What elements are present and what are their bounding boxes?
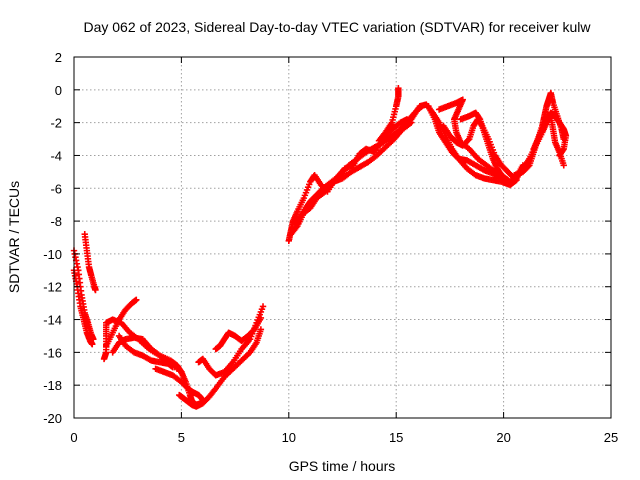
y-tick-label: 0 xyxy=(55,83,62,98)
data-point xyxy=(525,163,532,170)
y-tick-label: 2 xyxy=(55,50,62,65)
data-point xyxy=(133,296,140,304)
data-point xyxy=(92,286,99,294)
x-tick-label: 0 xyxy=(70,430,77,445)
data-point xyxy=(464,136,472,144)
series-track-late-g xyxy=(435,96,514,185)
data-point xyxy=(90,336,97,343)
data-point xyxy=(504,176,512,184)
data-point xyxy=(395,84,402,92)
y-tick-label: -4 xyxy=(50,148,62,163)
x-tick-label: 5 xyxy=(178,430,185,445)
series-track-early-c xyxy=(81,231,99,294)
data-point xyxy=(560,162,567,169)
y-tick-label: -2 xyxy=(50,116,62,131)
data-point xyxy=(89,340,96,348)
data-point xyxy=(257,314,265,322)
plot-frame xyxy=(73,56,612,419)
series-track-early-e xyxy=(103,296,140,349)
x-axis-label: GPS time / hours xyxy=(289,458,396,474)
x-tick-label: 20 xyxy=(496,430,510,445)
axis-ticks xyxy=(73,56,612,419)
data-point xyxy=(556,152,563,159)
x-tick-labels: 0 5 10 15 20 25 xyxy=(70,430,618,445)
grid-lines xyxy=(74,57,611,418)
series-track-late-c xyxy=(289,116,411,225)
y-tick-label: -6 xyxy=(50,181,62,196)
series-track-late-b xyxy=(287,119,415,238)
y-tick-label: -12 xyxy=(43,280,62,295)
data-point xyxy=(503,176,511,183)
x-tick-label: 25 xyxy=(604,430,618,445)
y-tick-label: -16 xyxy=(43,345,62,360)
series-track-late-l xyxy=(530,109,570,159)
series-track-early-b xyxy=(70,247,97,343)
y-tick-label: -10 xyxy=(43,247,62,262)
data-points xyxy=(70,84,570,410)
data-point xyxy=(257,326,265,333)
chart-title: Day 062 of 2023, Sidereal Day-to-day VTE… xyxy=(83,19,591,35)
series-track-early-g xyxy=(109,334,185,376)
y-tick-label: -20 xyxy=(43,411,62,426)
x-tick-label: 15 xyxy=(389,430,403,445)
y-tick-label: -14 xyxy=(43,313,62,328)
series-track-late-d xyxy=(375,84,402,144)
series-track-early-l xyxy=(212,314,265,353)
y-tick-label: -18 xyxy=(43,378,62,393)
series-track-late-i xyxy=(457,109,512,184)
y-tick-label: -8 xyxy=(50,214,62,229)
x-tick-label: 10 xyxy=(282,430,296,445)
data-point xyxy=(259,303,267,310)
series-track-early-j xyxy=(176,326,265,410)
y-tick-labels: 2 0 -2 -4 -6 -8 -10 -12 -14 -16 -18 -20 xyxy=(43,50,62,426)
y-axis-label: SDTVAR / TECUs xyxy=(6,181,22,293)
